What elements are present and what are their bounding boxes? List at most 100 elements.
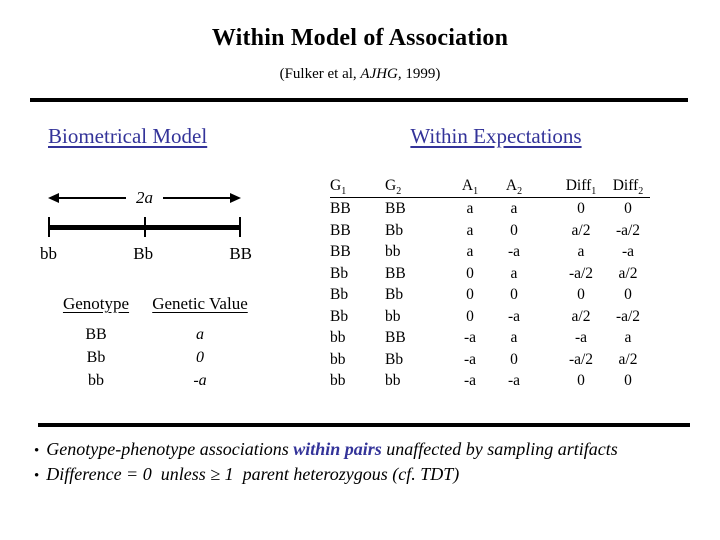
table-cell: 0 — [624, 200, 632, 217]
table-cell: 0 — [577, 286, 585, 303]
table-row: BB BB a a 0 0 — [330, 198, 650, 220]
table-cell: bb — [330, 329, 346, 346]
genetic-value-cell: -a — [193, 372, 207, 389]
genotype-cell: Bb — [86, 349, 106, 366]
table-cell: 0 — [510, 221, 518, 239]
table-cell: Bb — [385, 221, 404, 239]
table-cell: -a — [463, 350, 477, 368]
table-cell: bb — [385, 243, 401, 260]
expectations-column-header: A1 — [448, 177, 492, 198]
expectations-column-header: Diff2 — [606, 177, 650, 198]
table-cell: Bb — [330, 307, 349, 325]
table-cell: BB — [330, 243, 351, 260]
table-cell: a — [466, 243, 474, 260]
table-cell: -a — [621, 243, 635, 260]
scale-bar — [48, 225, 241, 230]
table-cell: -a — [507, 243, 521, 260]
bullet-text: unaffected by sampling artifacts — [381, 439, 618, 459]
scale-label-Bb: Bb — [133, 244, 154, 263]
table-cell: -a/2 — [568, 350, 594, 368]
table-cell: BB — [330, 200, 351, 217]
scale-arrow-label: 2a — [136, 188, 153, 207]
header-subscript: 1 — [473, 186, 479, 198]
table-cell: -a/2 — [615, 221, 641, 239]
genotype-value-table: Genotype Genetic Value BB a Bb 0 bb -a — [56, 294, 252, 392]
genotype-cell: bb — [88, 372, 104, 389]
genetic-value-column-header: Genetic Value — [152, 294, 248, 313]
bullet-accent-text: within pairs — [293, 439, 382, 459]
bullet-text: Genotype-phenotype associations — [46, 439, 294, 459]
table-cell: a — [510, 200, 518, 217]
table-cell: BB — [385, 264, 406, 282]
scale-label-bb: bb — [40, 244, 57, 263]
scale-arrow: 2a — [48, 188, 241, 207]
header-subscript: 2 — [396, 186, 402, 198]
genetic-value-cell: 0 — [196, 349, 204, 366]
scale-label-BB: BB — [229, 244, 252, 263]
table-cell: a — [624, 329, 632, 346]
bullet-item: • Genotype-phenotype associations within … — [34, 438, 712, 463]
genotype-scale — [48, 217, 241, 237]
arrow-line — [59, 197, 126, 199]
table-cell: a/2 — [618, 350, 638, 368]
table-row: BB Bb a 0 a/2 -a/2 — [330, 220, 650, 242]
table-cell: 0 — [510, 286, 518, 303]
table-cell: a/2 — [571, 221, 591, 239]
table-cell: -a — [463, 372, 477, 389]
top-divider — [30, 98, 688, 102]
genetic-value-cell: a — [196, 326, 204, 343]
table-cell: 0 — [466, 286, 474, 303]
expectations-column-header: Diff1 — [556, 177, 606, 198]
table-cell: 0 — [510, 350, 518, 368]
header-base-text: Diff — [565, 177, 592, 194]
table-row: bb BB -a a -a a — [330, 327, 650, 349]
header-subscript: 1 — [591, 186, 597, 198]
header-subscript: 1 — [341, 186, 347, 198]
subtitle-journal: AJHG, — [360, 66, 402, 82]
table-cell: 0 — [624, 372, 632, 389]
header-base-text: G — [385, 177, 397, 194]
table-row: Bb BB 0 a -a/2 a/2 — [330, 263, 650, 285]
table-cell: 0 — [577, 372, 585, 389]
slide-title: Within Model of Association — [211, 25, 509, 51]
table-cell: bb — [330, 372, 346, 389]
table-cell: a — [510, 329, 518, 346]
table-cell: Bb — [385, 350, 404, 368]
genotype-cell: BB — [85, 326, 107, 343]
genotype-column-header: Genotype — [62, 294, 130, 313]
expectations-table: G1 G2 A1 A2 Diff1 Diff2 BB BB a a 0 0 BB Bb a 0 a/2 -a/2… — [330, 177, 650, 392]
arrowhead-left-icon — [48, 193, 59, 203]
table-cell: 0 — [577, 200, 585, 217]
table-cell: Bb — [330, 286, 349, 303]
table-cell: 0 — [466, 307, 474, 325]
biometrical-model-heading: Biometrical Model — [48, 124, 208, 148]
table-cell: bb — [330, 350, 346, 368]
expectations-column-header: G2 — [385, 177, 448, 198]
header-base-text: A — [461, 177, 474, 194]
table-row: Bb Bb 0 0 0 0 — [330, 284, 650, 306]
expectations-header-row: G1 G2 A1 A2 Diff1 Diff2 — [330, 177, 650, 198]
bullet-item: • Difference = 0 unless ≥ 1 parent hetero… — [34, 463, 712, 488]
bullet-list: • Genotype-phenotype associations within … — [34, 438, 712, 488]
table-cell: -a — [463, 329, 477, 346]
scale-tick-labels: bb Bb BB — [40, 244, 252, 264]
table-cell: a — [466, 221, 474, 239]
table-cell: bb — [385, 307, 401, 325]
table-cell: BB — [385, 329, 406, 346]
bottom-divider — [38, 423, 690, 427]
header-subscript: 2 — [638, 186, 644, 198]
slide-subtitle: (Fulker et al, AJHG, 1999) — [0, 66, 720, 83]
table-cell: BB — [385, 200, 406, 217]
table-cell: -a — [574, 329, 588, 346]
table-row: Bb 0 — [56, 346, 252, 369]
bullet-marker: • — [34, 443, 40, 459]
table-row: BB bb a -a a -a — [330, 241, 650, 263]
table-cell: a — [510, 264, 518, 282]
header-base-text: Diff — [612, 177, 639, 194]
bullet-text: Difference = 0 unless ≥ 1 parent heteroz… — [46, 464, 460, 484]
table-row: Bb bb 0 -a a/2 -a/2 — [330, 306, 650, 328]
expectations-column-header: A2 — [492, 177, 536, 197]
table-cell: a — [577, 243, 585, 260]
expectations-table-body: BB BB a a 0 0 BB Bb a 0 a/2 -a/2 BB bb a -a a -a Bb BB 0 a -a/… — [330, 198, 650, 392]
table-row: BB a — [56, 323, 252, 346]
